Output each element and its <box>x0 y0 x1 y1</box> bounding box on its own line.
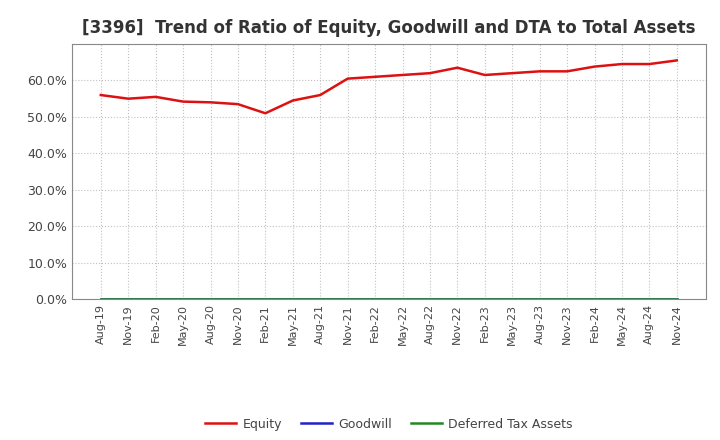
Deferred Tax Assets <box>96 297 105 302</box>
Deferred Tax Assets <box>590 297 599 302</box>
Equity <box>316 92 325 98</box>
Goodwill <box>480 297 489 302</box>
Deferred Tax Assets <box>618 297 626 302</box>
Goodwill <box>261 297 270 302</box>
Deferred Tax Assets <box>672 297 681 302</box>
Equity <box>261 110 270 116</box>
Equity <box>672 58 681 63</box>
Goodwill <box>179 297 187 302</box>
Goodwill <box>672 297 681 302</box>
Deferred Tax Assets <box>261 297 270 302</box>
Goodwill <box>124 297 132 302</box>
Goodwill <box>508 297 516 302</box>
Deferred Tax Assets <box>508 297 516 302</box>
Equity <box>343 76 352 81</box>
Equity <box>289 98 297 103</box>
Equity <box>151 94 160 99</box>
Goodwill <box>206 297 215 302</box>
Deferred Tax Assets <box>398 297 407 302</box>
Deferred Tax Assets <box>563 297 572 302</box>
Deferred Tax Assets <box>151 297 160 302</box>
Title: [3396]  Trend of Ratio of Equity, Goodwill and DTA to Total Assets: [3396] Trend of Ratio of Equity, Goodwil… <box>82 19 696 37</box>
Deferred Tax Assets <box>179 297 187 302</box>
Goodwill <box>316 297 325 302</box>
Goodwill <box>343 297 352 302</box>
Deferred Tax Assets <box>536 297 544 302</box>
Deferred Tax Assets <box>426 297 434 302</box>
Goodwill <box>590 297 599 302</box>
Equity <box>536 69 544 74</box>
Goodwill <box>289 297 297 302</box>
Equity <box>645 62 654 67</box>
Goodwill <box>563 297 572 302</box>
Deferred Tax Assets <box>371 297 379 302</box>
Goodwill <box>426 297 434 302</box>
Goodwill <box>96 297 105 302</box>
Equity <box>453 65 462 70</box>
Goodwill <box>398 297 407 302</box>
Deferred Tax Assets <box>343 297 352 302</box>
Deferred Tax Assets <box>233 297 242 302</box>
Equity <box>206 100 215 105</box>
Equity <box>480 72 489 77</box>
Deferred Tax Assets <box>480 297 489 302</box>
Deferred Tax Assets <box>206 297 215 302</box>
Equity <box>590 64 599 69</box>
Equity <box>426 70 434 76</box>
Deferred Tax Assets <box>316 297 325 302</box>
Equity <box>179 99 187 104</box>
Goodwill <box>453 297 462 302</box>
Deferred Tax Assets <box>645 297 654 302</box>
Goodwill <box>645 297 654 302</box>
Equity <box>371 74 379 80</box>
Equity <box>96 92 105 98</box>
Equity <box>233 102 242 107</box>
Goodwill <box>371 297 379 302</box>
Equity <box>508 70 516 76</box>
Equity <box>124 96 132 101</box>
Goodwill <box>151 297 160 302</box>
Deferred Tax Assets <box>289 297 297 302</box>
Deferred Tax Assets <box>124 297 132 302</box>
Deferred Tax Assets <box>453 297 462 302</box>
Goodwill <box>618 297 626 302</box>
Equity <box>563 69 572 74</box>
Legend: Equity, Goodwill, Deferred Tax Assets: Equity, Goodwill, Deferred Tax Assets <box>200 413 577 436</box>
Equity <box>398 72 407 77</box>
Equity <box>618 62 626 67</box>
Line: Equity: Equity <box>101 60 677 113</box>
Goodwill <box>536 297 544 302</box>
Goodwill <box>233 297 242 302</box>
